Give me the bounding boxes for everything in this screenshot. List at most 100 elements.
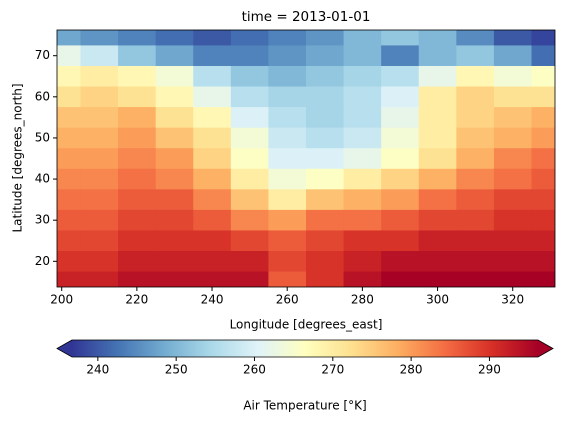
heatmap-cell <box>155 107 194 129</box>
heatmap-cell <box>193 251 232 273</box>
heatmap-cell <box>193 168 232 190</box>
heatmap-cell <box>456 251 495 273</box>
heatmap-cell <box>118 65 157 88</box>
colorbar-frame <box>56 339 554 358</box>
heatmap-cell <box>118 127 157 149</box>
heatmap-cell <box>80 168 119 190</box>
heatmap-cell <box>155 127 194 149</box>
heatmap-cell <box>118 209 157 231</box>
heatmap-cell <box>230 271 269 287</box>
heatmap-cell <box>193 45 232 67</box>
heatmap-cell <box>57 86 81 108</box>
heatmap-cell <box>57 271 81 287</box>
heatmap-cell <box>80 230 119 252</box>
heatmap-cell <box>531 271 555 287</box>
heatmap-cell <box>381 251 420 273</box>
heatmap-cell <box>531 251 555 273</box>
heatmap-cell <box>493 168 533 190</box>
heatmap-cell <box>155 30 194 46</box>
heatmap-cell <box>418 209 457 231</box>
heatmap-cell <box>493 148 533 170</box>
heatmap-cell <box>230 148 269 170</box>
heatmap-cell <box>155 189 194 211</box>
y-tick-label: 30 <box>35 213 50 227</box>
colorbar-tick-label: 250 <box>165 363 188 377</box>
heatmap-cell <box>80 127 119 149</box>
heatmap-cell <box>57 148 81 170</box>
heatmap-cell <box>193 189 232 211</box>
heatmap-cell <box>381 107 420 129</box>
heatmap-cell <box>268 107 307 129</box>
heatmap-cell <box>493 209 533 231</box>
heatmap-cell <box>155 86 194 108</box>
heatmap-cell <box>57 189 81 211</box>
chart-title: time = 2013-01-01 <box>242 9 371 25</box>
heatmap-cell <box>57 107 81 129</box>
heatmap-cell <box>343 189 382 211</box>
heatmap-cell <box>268 209 307 231</box>
heatmap-cell <box>381 168 420 190</box>
x-tick-label: 220 <box>125 293 148 307</box>
heatmap-cell <box>456 271 495 287</box>
heatmap-cell <box>193 148 232 170</box>
heatmap-cell <box>57 65 81 88</box>
heatmap-cell <box>268 189 307 211</box>
heatmap-cell <box>268 251 307 273</box>
heatmap-cell <box>381 209 420 231</box>
heatmap-cell <box>155 65 194 88</box>
heatmap-cell <box>57 251 81 273</box>
heatmap-cell <box>343 86 382 108</box>
heatmap-cell <box>381 230 420 252</box>
heatmap-cell <box>306 45 345 67</box>
heatmap-cell <box>57 127 81 149</box>
heatmap-cell <box>230 189 269 211</box>
heatmap-cell <box>155 45 194 67</box>
heatmap-cell <box>80 271 119 287</box>
heatmap-cell <box>268 45 307 67</box>
heatmap-cell <box>456 148 495 170</box>
heatmap-cell <box>418 127 457 149</box>
heatmap-cell <box>230 107 269 129</box>
heatmap-cell <box>118 30 157 46</box>
heatmap-cell <box>268 86 307 108</box>
heatmap-cell <box>493 251 533 273</box>
heatmap-cell <box>343 209 382 231</box>
heatmap-cell <box>118 271 157 287</box>
heatmap-cell <box>57 30 81 46</box>
heatmap-cell <box>418 65 457 88</box>
heatmap-cell <box>268 148 307 170</box>
heatmap-cell <box>456 86 495 108</box>
heatmap-cell <box>80 209 119 231</box>
heatmap-cell <box>268 30 307 46</box>
heatmap-cell <box>118 45 157 67</box>
heatmap-cell <box>343 30 382 46</box>
heatmap-cell <box>418 86 457 108</box>
heatmap-cell <box>118 251 157 273</box>
heatmap-cell <box>418 30 457 46</box>
heatmap-cell <box>80 65 119 88</box>
x-tick-label: 260 <box>276 293 299 307</box>
heatmap-cell <box>343 107 382 129</box>
y-axis-label: Latitude [degrees_north] <box>11 83 25 232</box>
heatmap-cell <box>418 168 457 190</box>
y-tick-label: 60 <box>35 89 50 103</box>
heatmap-cell <box>118 86 157 108</box>
heatmap-cell <box>193 30 232 46</box>
heatmap-cell <box>193 209 232 231</box>
heatmap-cell <box>343 230 382 252</box>
heatmap-cell <box>531 209 555 231</box>
heatmap-cell <box>230 209 269 231</box>
colorbar-extend-high <box>538 340 553 357</box>
heatmap-cell <box>381 127 420 149</box>
heatmap-cell <box>155 251 194 273</box>
colorbar-tick-label: 290 <box>478 363 501 377</box>
heatmap-cell <box>531 127 555 149</box>
heatmap-cell <box>80 30 119 46</box>
x-tick-label: 300 <box>426 293 449 307</box>
heatmap-cell <box>118 148 157 170</box>
heatmap-cell <box>381 148 420 170</box>
heatmap-cell <box>418 45 457 67</box>
heatmap-cell <box>155 230 194 252</box>
heatmap-cell <box>230 127 269 149</box>
